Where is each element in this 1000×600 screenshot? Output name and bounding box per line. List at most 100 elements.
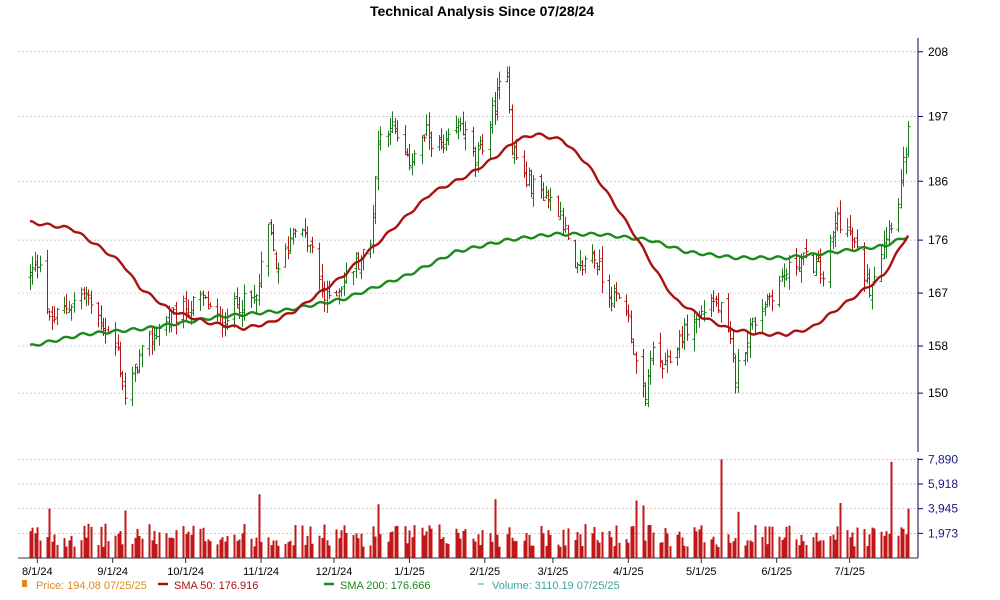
volume-bar — [627, 542, 630, 558]
volume-bar — [408, 530, 411, 558]
price-bar — [651, 341, 656, 366]
volume-bar — [771, 526, 774, 558]
volume-bar — [761, 536, 764, 558]
volume-bar — [442, 537, 445, 558]
price-bar — [694, 315, 699, 334]
price-bar — [852, 237, 857, 248]
price-bar — [736, 348, 741, 393]
volume-bar — [525, 533, 528, 558]
price-bar — [531, 175, 536, 207]
volume-bar — [301, 525, 304, 558]
volume-bar — [647, 524, 650, 558]
volume-bar — [53, 534, 56, 558]
price-bar — [592, 249, 597, 269]
volume-bar — [540, 526, 543, 558]
legend: Price: 194.08 07/25/25 SMA 50: 176.916 SMA… — [22, 580, 620, 592]
volume-bar — [270, 545, 273, 558]
volume-bar — [885, 531, 888, 558]
volume-bar — [683, 545, 686, 558]
volume-bar — [404, 526, 407, 558]
price-bar — [186, 299, 191, 317]
price-bar — [887, 220, 892, 246]
volume-bar — [172, 538, 175, 558]
volume-bar — [666, 533, 669, 558]
price-bar — [169, 311, 174, 333]
price-bar — [476, 142, 481, 173]
price-bar — [855, 229, 860, 250]
legend-sma50-label: SMA 50: 176.916 — [174, 580, 258, 592]
price-bar — [728, 321, 733, 344]
price-bar — [427, 112, 432, 150]
volume-bar — [703, 542, 706, 558]
volume-bar — [832, 534, 835, 558]
price-bar — [896, 198, 901, 233]
volume-bar — [457, 532, 460, 558]
price-bar — [527, 167, 532, 187]
volume-bar — [321, 537, 324, 558]
price-bar — [884, 227, 889, 259]
price-bar — [276, 262, 281, 284]
price-bar — [334, 290, 339, 297]
price-bar — [120, 371, 125, 391]
volume-bar — [905, 534, 908, 558]
price-bar — [288, 227, 293, 254]
volume-bar — [649, 525, 652, 558]
price-bar — [305, 226, 310, 252]
price-bar — [782, 263, 787, 288]
volume-bar — [423, 535, 426, 558]
price-bar — [901, 146, 906, 187]
price-bar — [259, 251, 264, 289]
price-bar — [748, 318, 753, 359]
price-bar — [147, 330, 152, 357]
price-bar — [899, 169, 904, 209]
x-tick-label: 9/1/24 — [97, 566, 128, 578]
volume-bar — [323, 524, 326, 558]
price-bar — [215, 298, 220, 322]
price-bar — [488, 121, 493, 159]
price-tick-label: 186 — [928, 174, 948, 188]
volume-bar — [202, 527, 205, 558]
volume-bar — [148, 524, 151, 558]
volume-bar — [644, 540, 647, 558]
x-tick-label: 1/1/25 — [394, 566, 425, 578]
price-bar — [512, 144, 517, 165]
moving-averages — [29, 132, 910, 347]
volume-bar — [593, 526, 596, 558]
volume-bar — [134, 537, 137, 558]
volume-bar — [131, 543, 134, 558]
volume-bar — [236, 540, 239, 558]
price-bar — [28, 264, 33, 291]
price-bar — [300, 228, 305, 237]
volume-bar — [727, 534, 730, 558]
volume-bar — [819, 540, 822, 558]
volume-bar — [155, 544, 158, 558]
price-bar — [821, 271, 826, 287]
volume-bar — [250, 538, 253, 558]
volume-bar — [272, 540, 275, 558]
volume-bar — [39, 540, 42, 558]
x-tick-label: 10/1/24 — [167, 566, 204, 578]
price-tick-label: 176 — [928, 233, 948, 247]
price-bar — [692, 312, 697, 352]
price-bar — [745, 330, 750, 363]
volume-bar — [664, 528, 667, 558]
volume-bar — [853, 546, 856, 558]
price-bar — [99, 305, 104, 330]
volume-bar — [100, 526, 103, 558]
price-bar — [641, 348, 646, 398]
price-bar — [373, 175, 378, 225]
price-bar — [38, 255, 43, 273]
volume-bar — [515, 541, 518, 558]
volume-bar — [438, 524, 441, 558]
volume-bar — [306, 535, 309, 558]
price-bar — [575, 262, 580, 274]
price-bar — [441, 134, 446, 154]
volume-bar — [175, 530, 178, 558]
sma-200-line — [29, 231, 909, 347]
volume-bar — [883, 535, 886, 558]
gridlines — [18, 51, 918, 534]
volume-bar — [138, 536, 141, 558]
price-bar — [480, 134, 485, 155]
price-bar — [52, 306, 57, 324]
volume-bar — [107, 541, 110, 558]
